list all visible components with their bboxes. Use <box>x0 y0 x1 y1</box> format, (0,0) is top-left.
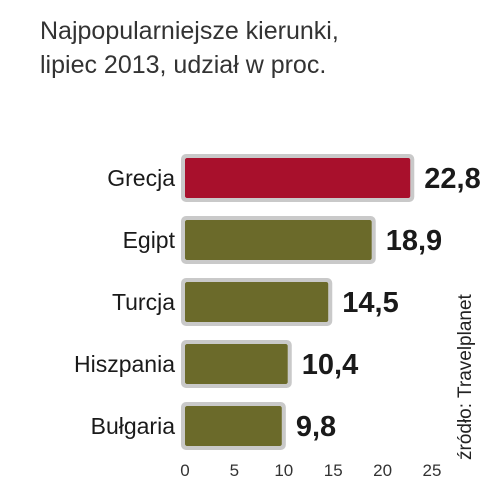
x-tick-label: 20 <box>373 461 392 480</box>
category-label: Bułgaria <box>91 413 176 439</box>
bar <box>185 344 288 384</box>
bar <box>185 158 411 198</box>
source-label: źródło: Travelplanet <box>455 294 476 460</box>
title-line-2: lipiec 2013, udział w proc. <box>40 51 327 79</box>
x-tick-label: 25 <box>423 461 442 480</box>
category-label: Egipt <box>123 227 176 253</box>
value-label: 9,8 <box>296 411 336 443</box>
bar-outline <box>181 340 292 388</box>
bar <box>185 220 372 260</box>
category-label: Hiszpania <box>74 351 175 377</box>
value-label: 18,9 <box>386 225 442 257</box>
value-label: 10,4 <box>302 349 358 381</box>
category-label: Grecja <box>107 165 175 191</box>
x-tick-label: 0 <box>180 461 189 480</box>
chart-title: Najpopularniejsze kierunki, lipiec 2013,… <box>40 14 339 82</box>
x-tick-label: 10 <box>274 461 293 480</box>
bar-outline <box>181 278 333 326</box>
value-label: 14,5 <box>342 287 398 319</box>
bar-outline <box>181 154 415 202</box>
bar-outline <box>181 216 376 264</box>
title-line-1: Najpopularniejsze kierunki, <box>40 17 339 45</box>
bar <box>185 282 329 322</box>
category-label: Turcja <box>112 289 175 315</box>
bar <box>185 406 282 446</box>
value-label: 22,8 <box>424 163 480 195</box>
x-tick-label: 5 <box>230 461 239 480</box>
x-tick-label: 15 <box>324 461 343 480</box>
bar-outline <box>181 402 286 450</box>
